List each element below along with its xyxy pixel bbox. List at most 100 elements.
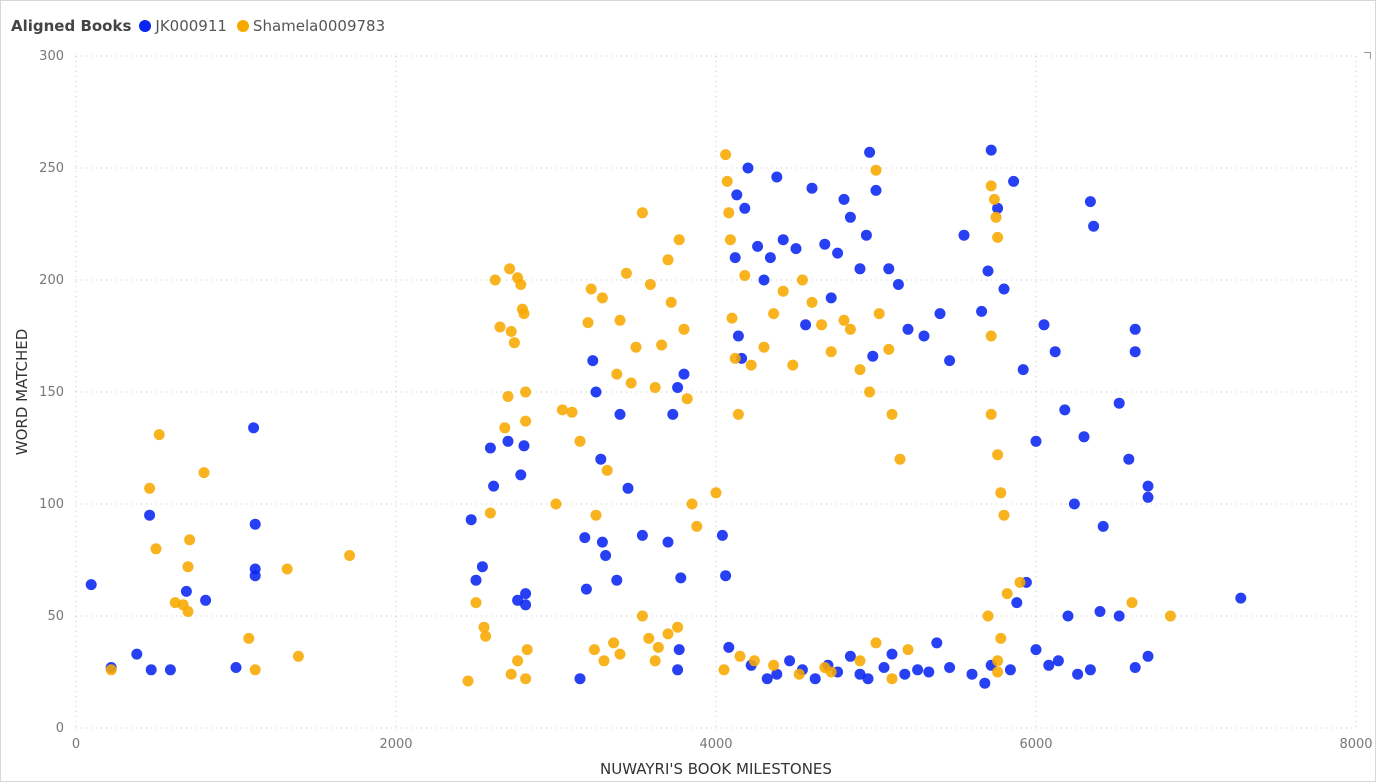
point-jk000911-33[interactable] — [614, 408, 626, 420]
point-jk000911-30[interactable] — [596, 536, 608, 548]
point-jk000911-26[interactable] — [580, 583, 592, 595]
point-shamela0009783-61[interactable] — [686, 498, 698, 510]
legend-item-shamela0009783[interactable]: Shamela0009783 — [236, 17, 385, 35]
point-shamela0009783-85[interactable] — [787, 359, 799, 371]
point-shamela0009783-94[interactable] — [870, 164, 882, 176]
point-jk000911-84[interactable] — [1030, 435, 1042, 447]
point-jk000911-101[interactable] — [761, 673, 773, 685]
point-shamela0009783-7[interactable] — [182, 561, 194, 573]
point-shamela0009783-2[interactable] — [150, 543, 162, 555]
point-shamela0009783-97[interactable] — [886, 408, 898, 420]
point-jk000911-103[interactable] — [784, 655, 796, 667]
point-shamela0009783-24[interactable] — [504, 263, 516, 275]
point-shamela0009783-86[interactable] — [796, 274, 808, 286]
point-jk000911-80[interactable] — [992, 202, 1004, 214]
point-jk000911-0[interactable] — [85, 579, 97, 591]
point-shamela0009783-56[interactable] — [662, 254, 674, 266]
point-jk000911-25[interactable] — [579, 532, 591, 544]
point-jk000911-132[interactable] — [1129, 662, 1141, 673]
point-shamela0009783-19[interactable] — [484, 507, 496, 519]
point-jk000911-50[interactable] — [739, 202, 751, 214]
point-shamela0009783-49[interactable] — [620, 267, 632, 279]
point-jk000911-96[interactable] — [1129, 346, 1141, 358]
point-shamela0009783-45[interactable] — [601, 464, 613, 476]
point-jk000911-133[interactable] — [1142, 650, 1154, 662]
point-jk000911-64[interactable] — [844, 211, 856, 223]
point-shamela0009783-110[interactable] — [985, 180, 997, 192]
point-shamela0009783-63[interactable] — [636, 610, 648, 622]
point-jk000911-48[interactable] — [732, 330, 744, 342]
point-jk000911-66[interactable] — [860, 229, 872, 241]
point-jk000911-8[interactable] — [230, 662, 242, 673]
point-shamela0009783-89[interactable] — [825, 346, 837, 358]
point-jk000911-10[interactable] — [249, 518, 261, 530]
point-jk000911-5[interactable] — [164, 664, 176, 676]
point-jk000911-102[interactable] — [771, 668, 783, 680]
point-jk000911-36[interactable] — [662, 536, 674, 548]
point-shamela0009783-1[interactable] — [144, 482, 156, 494]
point-shamela0009783-69[interactable] — [614, 648, 626, 660]
point-jk000911-56[interactable] — [777, 234, 789, 246]
point-jk000911-128[interactable] — [1072, 668, 1084, 680]
point-jk000911-114[interactable] — [912, 664, 924, 676]
point-jk000911-86[interactable] — [1049, 346, 1061, 358]
point-shamela0009783-54[interactable] — [649, 382, 661, 393]
point-jk000911-44[interactable] — [720, 570, 732, 582]
point-jk000911-35[interactable] — [636, 529, 648, 541]
point-shamela0009783-117[interactable] — [995, 487, 1007, 499]
point-shamela0009783-87[interactable] — [806, 296, 818, 308]
point-shamela0009783-72[interactable] — [710, 487, 722, 499]
point-shamela0009783-78[interactable] — [729, 352, 741, 364]
point-jk000911-57[interactable] — [790, 243, 802, 255]
point-jk000911-22[interactable] — [520, 588, 532, 600]
point-jk000911-14[interactable] — [470, 574, 482, 586]
point-shamela0009783-66[interactable] — [662, 628, 674, 640]
point-jk000911-79[interactable] — [985, 144, 997, 156]
point-shamela0009783-84[interactable] — [777, 285, 789, 297]
point-shamela0009783-114[interactable] — [985, 330, 997, 342]
point-shamela0009783-118[interactable] — [998, 509, 1010, 521]
point-jk000911-111[interactable] — [878, 662, 890, 673]
point-shamela0009783-113[interactable] — [992, 231, 1004, 243]
point-shamela0009783-77[interactable] — [726, 312, 738, 324]
point-jk000911-16[interactable] — [484, 442, 496, 454]
point-jk000911-83[interactable] — [1017, 364, 1029, 376]
point-jk000911-40[interactable] — [672, 664, 684, 676]
point-shamela0009783-3[interactable] — [153, 429, 165, 441]
point-jk000911-43[interactable] — [716, 529, 728, 541]
point-shamela0009783-50[interactable] — [625, 377, 637, 389]
point-shamela0009783-76[interactable] — [724, 234, 736, 246]
point-jk000911-81[interactable] — [998, 283, 1010, 295]
point-jk000911-72[interactable] — [902, 323, 914, 335]
point-jk000911-89[interactable] — [1078, 431, 1090, 443]
point-jk000911-82[interactable] — [1008, 175, 1020, 187]
point-shamela0009783-53[interactable] — [644, 279, 656, 290]
point-shamela0009783-64[interactable] — [643, 632, 655, 644]
point-jk000911-94[interactable] — [1123, 453, 1135, 465]
point-jk000911-99[interactable] — [1235, 592, 1247, 604]
point-jk000911-119[interactable] — [979, 677, 991, 689]
point-shamela0009783-102[interactable] — [768, 659, 780, 671]
point-shamela0009783-22[interactable] — [499, 422, 511, 434]
point-shamela0009783-33[interactable] — [521, 644, 533, 656]
point-jk000911-85[interactable] — [1038, 319, 1050, 331]
point-shamela0009783-123[interactable] — [1001, 588, 1013, 600]
point-shamela0009783-18[interactable] — [480, 630, 492, 642]
point-jk000911-76[interactable] — [958, 229, 970, 241]
point-shamela0009783-74[interactable] — [721, 175, 733, 187]
point-jk000911-74[interactable] — [934, 308, 946, 320]
point-shamela0009783-37[interactable] — [550, 498, 562, 510]
point-jk000911-51[interactable] — [742, 162, 754, 174]
point-shamela0009783-23[interactable] — [502, 391, 514, 402]
point-shamela0009783-55[interactable] — [656, 339, 668, 351]
point-shamela0009783-51[interactable] — [630, 341, 642, 353]
point-shamela0009783-68[interactable] — [649, 655, 661, 667]
point-jk000911-28[interactable] — [590, 386, 602, 398]
point-shamela0009783-38[interactable] — [556, 404, 568, 416]
point-shamela0009783-0[interactable] — [105, 664, 117, 676]
point-jk000911-105[interactable] — [809, 673, 821, 685]
point-shamela0009783-43[interactable] — [590, 509, 602, 521]
point-jk000911-125[interactable] — [1043, 659, 1055, 671]
point-jk000911-77[interactable] — [976, 305, 988, 317]
point-shamela0009783-14[interactable] — [344, 550, 356, 561]
